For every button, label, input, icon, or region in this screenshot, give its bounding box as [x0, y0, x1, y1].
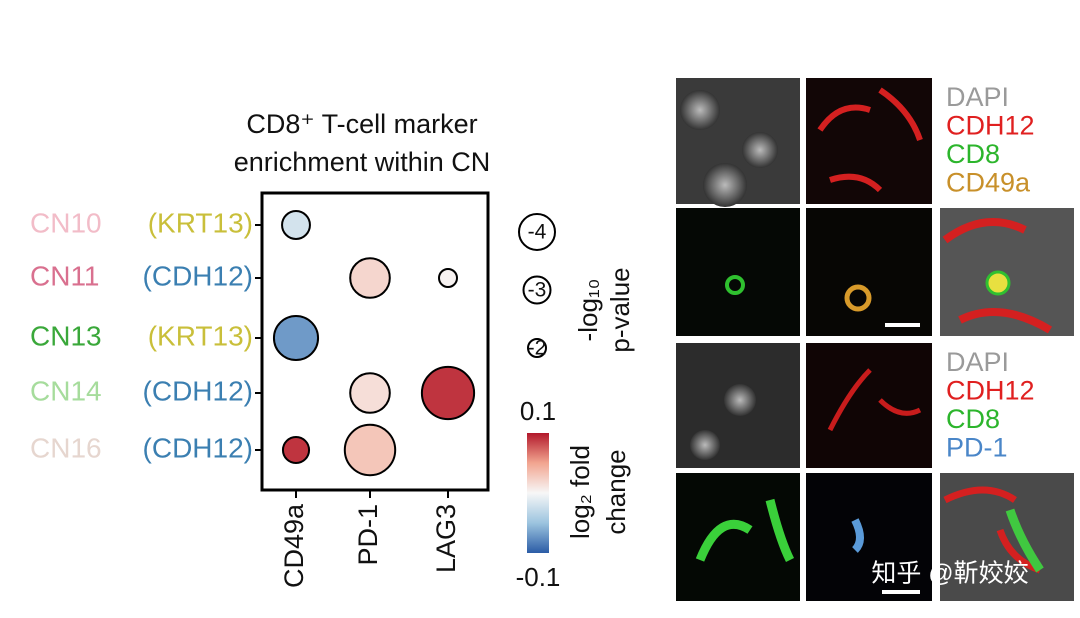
nucleus [690, 430, 720, 460]
row-group: (CDH12) [143, 375, 253, 406]
pd1-signal [851, 518, 864, 553]
cd49a-image [806, 208, 932, 336]
row-group: (CDH12) [143, 260, 253, 291]
merge-signal [942, 218, 1053, 334]
cdh12-image [806, 343, 932, 468]
size-legend-label: -3 [528, 279, 547, 302]
dot [281, 435, 311, 465]
microscopy-panels [676, 78, 1074, 601]
row-group: (CDH12) [143, 432, 253, 463]
row-name: CN10 [30, 207, 102, 238]
row-name: CN14 [30, 375, 102, 406]
dot [349, 372, 391, 414]
dot [438, 268, 458, 288]
plot-frame [260, 191, 490, 492]
chart-title: enrichment within CN [234, 147, 491, 177]
x-tick-label: PD-1 [353, 504, 383, 566]
channel-label: CD49a [946, 168, 1031, 198]
colorbar-title: log₂ fold [565, 445, 595, 539]
merge-cell [985, 270, 1011, 296]
nucleus [680, 90, 720, 130]
size-legend-label: -4 [528, 221, 547, 244]
cd8-signal [725, 275, 745, 295]
dot [272, 314, 320, 362]
cd8-signal [695, 498, 795, 563]
size-legend-title: -log₁₀ [573, 279, 603, 342]
dot [281, 210, 311, 240]
channel-label: PD-1 [946, 433, 1008, 463]
dot [420, 365, 476, 421]
chart-title: CD8⁺ T-cell marker [246, 109, 477, 139]
nucleus [742, 132, 778, 168]
cd8-image [676, 208, 800, 336]
size-legend-circle [522, 275, 552, 305]
size-legend-circle [518, 213, 556, 251]
row-name: CN11 [30, 260, 100, 291]
channel-label: CD8 [946, 404, 1000, 434]
channel-label: DAPI [946, 347, 1009, 377]
merge-signal [1005, 508, 1044, 573]
x-tick-label: CD49a [279, 503, 309, 588]
colorbar-tick-label: -0.1 [516, 562, 561, 592]
row-group: (KRT13) [148, 320, 253, 351]
size-legend-circle [527, 338, 547, 358]
watermark: 知乎 @靳姣姣 [871, 560, 1028, 588]
size-legend-title: p-value [605, 267, 635, 352]
cd49a-signal [844, 284, 872, 312]
channel-label: CDH12 [946, 111, 1035, 141]
channel-label: CD8 [946, 139, 1000, 169]
colorbar [527, 433, 549, 553]
channel-label: CDH12 [946, 376, 1035, 406]
row-group: (KRT13) [148, 207, 253, 238]
x-tick-label: LAG3 [431, 504, 461, 573]
size-legend-label: -2 [528, 337, 547, 360]
pd1-image [806, 473, 932, 601]
membrane-signal [827, 368, 922, 432]
colorbar-title: change [601, 449, 631, 534]
dot [349, 257, 391, 299]
channel-label: DAPI [946, 82, 1009, 112]
nucleus [703, 163, 747, 207]
dot [343, 423, 397, 477]
row-name: CN13 [30, 320, 102, 351]
nucleus [724, 384, 756, 416]
membrane-signal [817, 87, 923, 193]
row-name: CN16 [30, 432, 102, 463]
colorbar-tick-label: 0.1 [520, 396, 556, 426]
